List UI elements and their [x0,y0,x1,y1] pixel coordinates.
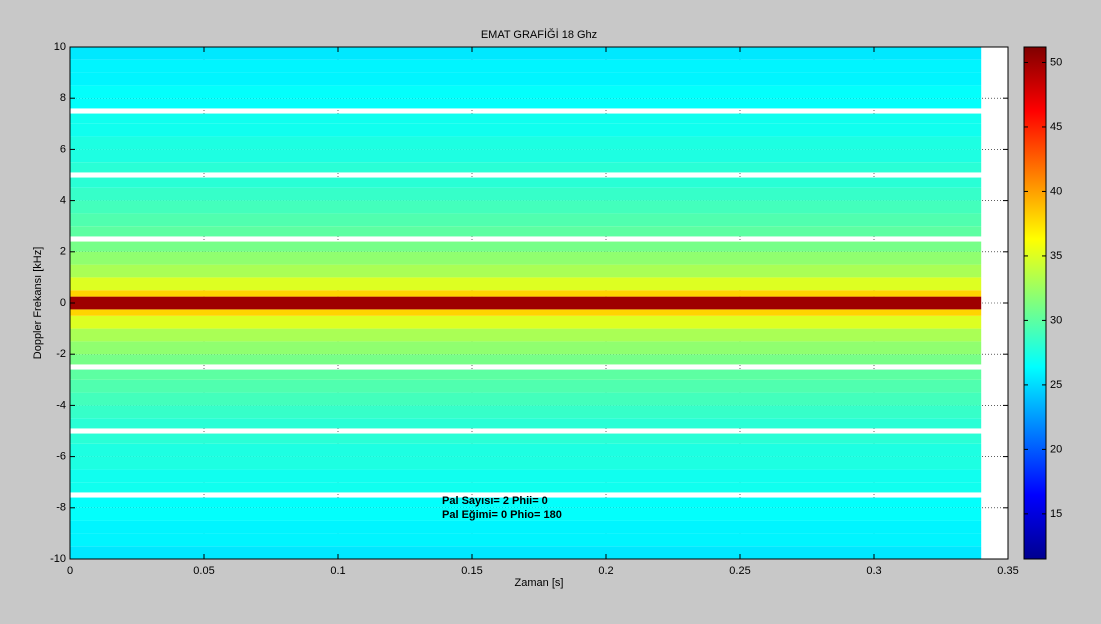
heat-cell [70,482,982,493]
y-tick-label: 8 [60,92,66,104]
y-tick-label: -8 [56,502,66,514]
y-tick-label: 10 [54,41,66,53]
heat-cell [70,315,982,329]
heat-cell [70,546,982,559]
heat-cell [70,296,982,310]
heat-cell [70,251,982,265]
chart-title: EMAT GRAFİĞİ 18 Ghz [481,28,597,41]
heat-cell [70,123,982,137]
heat-cell [70,309,982,316]
heat-cell [70,533,982,547]
heat-cell [70,418,982,429]
heat-cell [70,59,982,73]
x-tick-label: 0.05 [193,565,214,577]
heat-cell [70,72,982,86]
heat-cell [70,433,982,444]
y-tick-label: 6 [60,143,66,155]
heat-cell [70,520,982,534]
x-tick-label: 0 [67,565,73,577]
heat-cell [70,162,982,173]
colorbar-tick-label: 50 [1050,56,1062,68]
heat-cell [70,443,982,457]
heat-cell [70,341,982,355]
annotation: Pal Eğimi= 0 Phio= 180 [442,509,562,521]
heat-cell [70,113,982,124]
heat-cell [70,456,982,470]
heat-cell [70,47,982,60]
y-tick-label: 4 [60,195,66,207]
heat-cell [70,497,982,508]
heat-cell [70,241,982,252]
heat-cell [70,213,982,227]
colorbar-tick-label: 35 [1050,250,1062,262]
heat-cell [70,200,982,214]
heat-cell [70,177,982,188]
heat-cell [70,226,982,237]
y-tick-label: -2 [56,348,66,360]
heat-cell [70,328,982,342]
annotation: Pal Sayısı= 2 Phii= 0 [442,495,548,507]
x-tick-label: 0.25 [729,565,750,577]
heat-cell [70,392,982,406]
colorbar-tick-label: 15 [1050,508,1062,520]
heat-cell [70,379,982,393]
colorbar-tick-label: 20 [1050,443,1062,455]
heat-cell [70,149,982,163]
colorbar-tick-label: 40 [1050,185,1062,197]
heat-cell [70,290,982,297]
y-tick-label: -4 [56,399,66,411]
heat-cell [70,136,982,150]
axes: 0 0.05 0.1 0.15 0.2 0.25 0.3 0.35 -10 -8 -6 -4 -2 0 2 4… [50,41,1062,577]
x-tick-label: 0.2 [598,565,613,577]
heat-cell [70,469,982,483]
colorbar-tick-label: 25 [1050,379,1062,391]
y-tick-label: -6 [56,451,66,463]
heatmap [70,47,982,559]
heat-cell [70,354,982,365]
y-tick-label: 2 [60,246,66,258]
y-tick-label: 0 [60,297,66,309]
x-tick-label: 0.3 [866,565,881,577]
heat-cell [70,277,982,291]
x-tick-label: 0.1 [330,565,345,577]
colorbar [1023,46,1047,560]
heat-cell [70,405,982,419]
heat-cell [70,264,982,278]
heat-cell [70,369,982,380]
heat-cell [70,98,982,109]
heat-cell [70,507,982,521]
colorbar-tick-label: 45 [1050,121,1062,133]
colorbar-tick-label: 30 [1050,314,1062,326]
heat-cell [70,85,982,99]
y-tick-label: -10 [50,553,66,565]
x-axis-label: Zaman [s] [515,577,564,589]
x-tick-label: 0.15 [461,565,482,577]
heat-cell [70,187,982,201]
x-tick-label: 0.35 [997,565,1018,577]
y-axis-label: Doppler Frekansı [kHz] [32,247,44,359]
